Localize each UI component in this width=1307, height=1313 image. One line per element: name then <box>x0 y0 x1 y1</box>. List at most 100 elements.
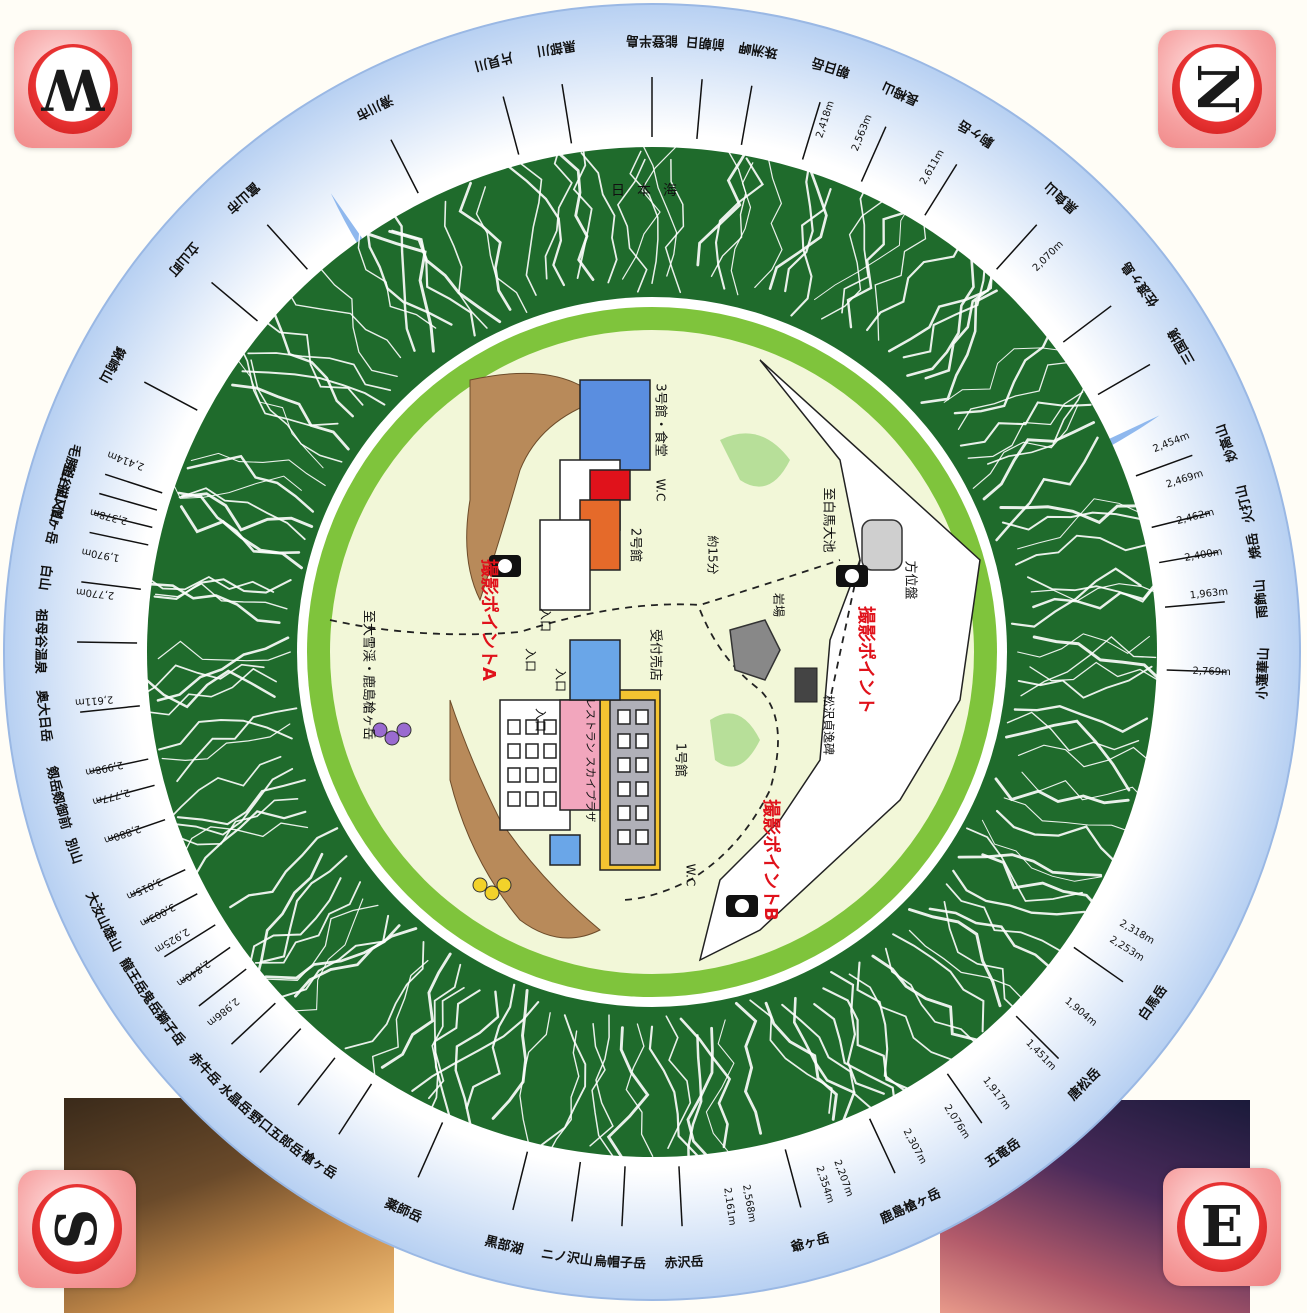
label-leader-line <box>143 893 198 923</box>
ridge-line <box>830 971 885 1095</box>
panorama-label: 赤沢岳 <box>664 1254 704 1272</box>
ridge-line <box>749 999 833 1114</box>
ridge-line <box>180 492 314 532</box>
ridge-line <box>994 777 1130 805</box>
window <box>635 781 649 797</box>
ridge-line <box>892 933 985 1033</box>
ridge-line <box>696 138 754 267</box>
restaurant-pink <box>559 699 601 811</box>
ridge-line <box>1013 704 1149 733</box>
compass-letter: E <box>1200 1194 1244 1260</box>
window <box>617 757 631 773</box>
ridge-line <box>168 797 299 846</box>
monument-icon <box>794 667 818 703</box>
slope-area <box>449 699 601 939</box>
ridge-line <box>368 233 435 353</box>
label-leader-line <box>561 83 573 144</box>
ridge-line <box>294 927 418 998</box>
label-leader-line <box>80 705 140 713</box>
window <box>525 791 539 807</box>
ridge-line <box>589 1014 614 1147</box>
ridge-line <box>784 158 814 293</box>
ridge-line <box>1005 719 1131 792</box>
ridge-line <box>391 229 476 337</box>
label-leader-line <box>297 1057 336 1106</box>
ridge-line <box>1030 583 1166 602</box>
ridge-line <box>286 898 364 1012</box>
building-3 <box>579 379 651 471</box>
ridge-line <box>981 853 1104 914</box>
label-leader-line <box>1164 601 1225 608</box>
panorama-label: 焼岳 <box>1244 532 1264 560</box>
label-leader-line <box>996 224 1038 270</box>
ridge-line <box>924 258 994 380</box>
ridge-line <box>871 954 981 1042</box>
ridge-line <box>821 200 883 320</box>
label-leader-line <box>180 946 231 983</box>
ridge-line <box>264 924 401 980</box>
ridge-line <box>1010 567 1142 628</box>
ridge-line <box>166 469 302 499</box>
window <box>635 829 649 845</box>
compass-south: S <box>18 1170 136 1288</box>
ridge-line <box>145 667 277 716</box>
label-leader-line <box>1166 669 1227 673</box>
window <box>635 805 649 821</box>
compass-east: E <box>1163 1168 1281 1286</box>
ridge-line <box>679 1017 732 1149</box>
label-leader-line <box>266 224 308 270</box>
panorama-label: ニノ沢山 <box>540 1246 594 1269</box>
ridge-line <box>687 1034 703 1167</box>
label-leader-line <box>211 281 258 322</box>
ridge-line <box>504 162 566 287</box>
panorama-label: 小蓮華山 <box>1254 647 1272 700</box>
ridge-line <box>995 809 1120 866</box>
label-leader-line <box>338 1083 373 1135</box>
ridge-line <box>544 139 573 280</box>
ridge-line <box>856 961 906 1092</box>
window <box>507 767 521 783</box>
window <box>543 791 557 807</box>
window <box>507 791 521 807</box>
label-leader-line <box>89 758 149 773</box>
label-leader-line <box>417 1122 444 1178</box>
ridge-line <box>959 401 1092 447</box>
panorama-label: 烏帽子岳 <box>594 1253 647 1272</box>
ridge-line <box>186 454 315 513</box>
compass-ring <box>28 44 118 134</box>
window <box>543 743 557 759</box>
ridge-line <box>247 352 392 392</box>
ridge-line <box>966 827 1083 902</box>
ridge-line <box>957 361 1074 430</box>
ridge-line <box>177 491 301 555</box>
rock-label: 岩場 <box>772 593 787 617</box>
label-leader-line <box>93 512 153 529</box>
ridge-line <box>995 436 1099 542</box>
ridge-line <box>734 1001 763 1135</box>
ridge-line <box>764 1001 838 1121</box>
label-leader-line <box>230 1002 276 1045</box>
ridge-line <box>176 779 306 826</box>
ridge-line <box>606 1026 650 1162</box>
ridge-line <box>790 188 832 317</box>
ridge-line <box>158 718 293 751</box>
ridge-line <box>768 160 828 290</box>
compass-ring <box>1172 44 1262 134</box>
ridge-line <box>906 255 975 377</box>
ridge-line <box>846 209 914 329</box>
compass-ring <box>32 1184 122 1274</box>
ridge-line <box>281 914 390 998</box>
panorama-label: 僧ヶ岳 <box>42 504 66 545</box>
ridge-line <box>814 201 913 301</box>
panorama-label: 能登半島 <box>626 33 678 49</box>
ridge-line <box>178 487 306 541</box>
ridge-line <box>1032 635 1167 687</box>
ridge-line <box>161 723 291 762</box>
panorama-label: 剱岳 <box>43 764 64 794</box>
ridge-line <box>254 881 361 964</box>
panorama-label: 前朝日 <box>685 33 725 52</box>
ridge-line <box>162 755 282 826</box>
label-leader-line <box>696 79 703 140</box>
ridge-line <box>319 267 398 378</box>
